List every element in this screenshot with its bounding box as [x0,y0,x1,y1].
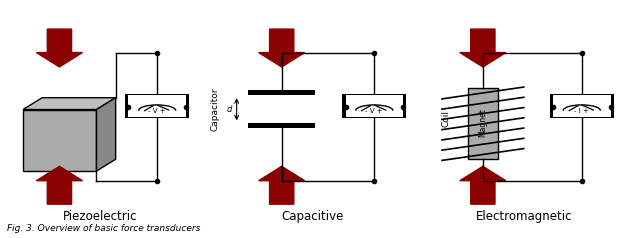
Bar [248,90,316,95]
Bar [553,95,611,117]
Bar [129,95,186,117]
Text: Piezoelectric: Piezoelectric [63,209,137,223]
Text: - V +: - V + [365,108,383,114]
Text: Electromagnetic: Electromagnetic [476,209,573,223]
Polygon shape [97,98,116,171]
FancyArrow shape [259,166,305,204]
Text: Magnet: Magnet [478,108,487,137]
FancyArrow shape [36,166,83,204]
FancyArrow shape [460,29,506,67]
Bar [467,88,498,159]
Text: d: d [227,105,232,114]
FancyArrow shape [36,29,83,67]
Text: Fig. 3. Overview of basic force transducers: Fig. 3. Overview of basic force transduc… [7,223,200,233]
Text: - V +: - V + [148,108,166,114]
Text: Capacitive: Capacitive [281,209,344,223]
Bar [346,95,403,117]
Bar [550,94,614,118]
Polygon shape [23,98,116,109]
FancyArrow shape [460,166,506,204]
Text: - I +: - I + [574,108,589,114]
Text: Capacitor: Capacitor [210,88,219,131]
Bar [248,123,316,129]
FancyArrow shape [259,29,305,67]
Text: Coil: Coil [442,110,451,128]
Bar [342,94,406,118]
Bar [23,109,97,171]
Bar [125,94,189,118]
